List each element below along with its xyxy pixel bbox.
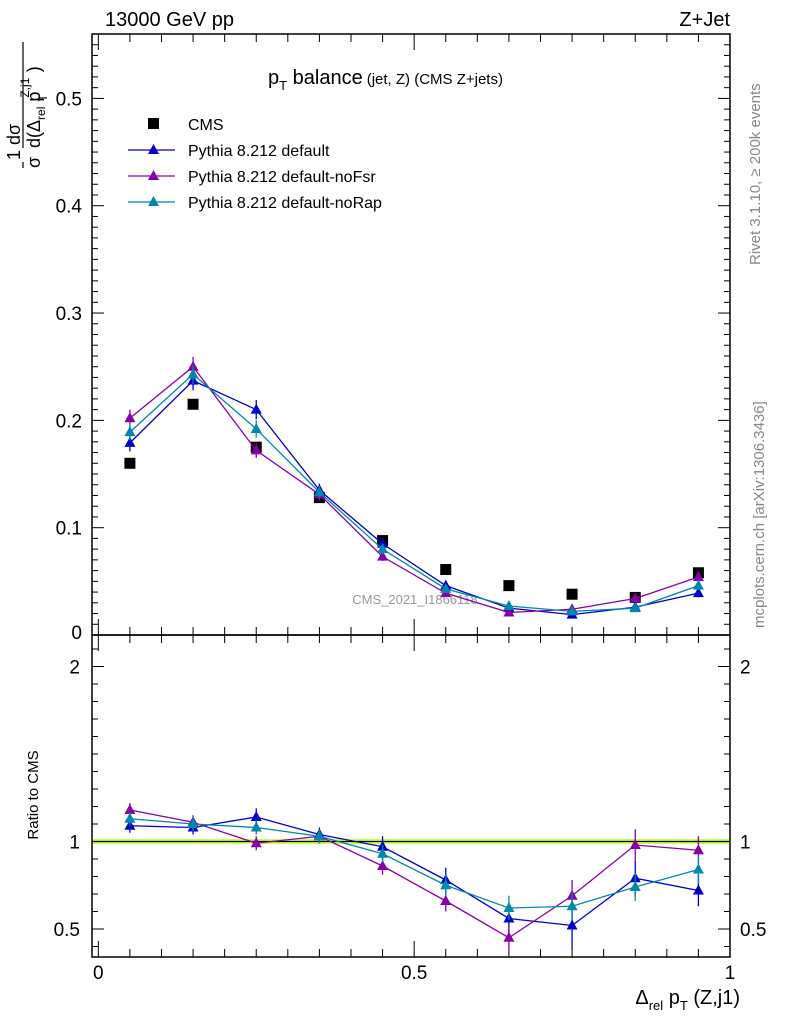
data-point-pythia-8-212-default-norap [124, 426, 136, 437]
ratio-point-pythia-8-212-default-norap [313, 830, 325, 841]
ratio-y-label: Ratio to CMS [25, 750, 42, 839]
data-point-pythia-8-212-default [250, 403, 262, 414]
x-tick-label: 0 [93, 963, 104, 984]
data-point-pythia-8-212-default [692, 587, 704, 598]
ratio-point-pythia-8-212-default-nofsr [124, 804, 136, 814]
mcplots-label: mcplots.cern.ch [arXiv:1306.3436] [751, 401, 768, 628]
ratio-plot: 0.5 0.5 1 1 2 2 0 0.5 1 [54, 635, 766, 984]
data-point-cms [187, 398, 199, 410]
header-right: Z+Jet [679, 9, 730, 31]
y-tick-label: 0.1 [56, 519, 82, 540]
ratio-panel-frame [91, 634, 731, 958]
ratio-y-tick-label: 0.5 [54, 920, 80, 941]
legend-label-cms: CMS [188, 117, 224, 134]
series-line-pythia-8-212-default [129, 379, 699, 616]
y-tick-label: 0.5 [56, 89, 82, 110]
ratio-point-pythia-8-212-default-norap [629, 881, 641, 891]
ratio-point-pythia-8-212-default-norap [377, 847, 389, 858]
ratio-point-pythia-8-212-default-norap [250, 821, 262, 832]
ratio-point-pythia-8-212-default [692, 884, 704, 895]
legend-marker-norap [148, 196, 159, 206]
ratio-point-pythia-8-212-default [566, 919, 578, 930]
ratio-point-pythia-8-212-default-nofsr [629, 839, 641, 849]
legend-marker-cms [148, 118, 159, 129]
ratio-y-tick-label: 1 [69, 833, 80, 854]
rivet-label: Rivet 3.1.10, ≥ 200k events [747, 83, 764, 265]
ratio-point-pythia-8-212-default [250, 811, 262, 821]
ratio-point-pythia-8-212-default-norap [503, 902, 515, 912]
data-point-pythia-8-212-default-norap [250, 422, 262, 433]
data-point-pythia-8-212-default-norap [187, 368, 199, 379]
data-point-pythia-8-212-default-norap [503, 600, 515, 611]
legend-marker-default [148, 144, 159, 154]
y-tick-label: 0.3 [56, 304, 82, 325]
data-point-pythia-8-212-default-norap [377, 543, 389, 554]
svg-text:d(Δrel pZ,j1T): d(Δrel pZ,j1T) [18, 66, 50, 148]
data-point-pythia-8-212-default-norap [313, 486, 325, 497]
ratio-point-pythia-8-212-default-norap [187, 818, 199, 828]
data-point-pythia-8-212-default-norap [629, 602, 641, 613]
data-point-pythia-8-212-default [377, 537, 389, 548]
ratio-y-tick-label-right: 2 [740, 658, 751, 679]
y-tick-label-zero: 0 [71, 623, 82, 644]
ratio-y-tick-label-right: 0.5 [740, 920, 766, 941]
main-plot: 0.1 0.2 0.3 0.4 0.5 0 [56, 34, 731, 644]
x-axis-label: Δrel pT (Z,j1) [635, 987, 740, 1013]
data-point-pythia-8-212-default-norap [566, 605, 578, 616]
plot-title: pT balance (jet, Z) (CMS Z+jets) [268, 67, 503, 93]
legend-label-default: Pythia 8.212 default [188, 143, 330, 160]
watermark: CMS_2021_I1866118 [352, 592, 478, 607]
data-point-cms [566, 588, 578, 600]
data-point-pythia-8-212-default-norap [692, 579, 704, 590]
ratio-line-pythia-8-212-default [129, 816, 699, 927]
header-left: 13000 GeV pp [105, 9, 234, 31]
ratio-point-pythia-8-212-default-norap [566, 900, 578, 911]
legend-entry-default: Pythia 8.212 default [128, 143, 330, 160]
ratio-point-pythia-8-212-default-nofsr [250, 837, 262, 848]
data-point-cms [124, 457, 136, 469]
ratio-y-tick-label: 2 [69, 658, 80, 679]
data-point-pythia-8-212-default-nofsr [629, 592, 641, 603]
ratio-point-pythia-8-212-default-norap [692, 863, 704, 874]
ratio-point-pythia-8-212-default-nofsr [692, 844, 704, 855]
data-point-pythia-8-212-default-norap [440, 582, 452, 593]
series-line-pythia-8-212-default-norap [129, 373, 699, 613]
ratio-point-pythia-8-212-default-norap [124, 812, 136, 823]
ratio-point-pythia-8-212-default-norap [440, 879, 452, 890]
svg-text:1 dσ: 1 dσ [4, 124, 24, 160]
legend-entry-cms: CMS [148, 117, 224, 134]
data-point-cms [503, 580, 515, 592]
legend-entry-norap: Pythia 8.212 default-noRap [128, 195, 382, 212]
data-point-pythia-8-212-default [124, 436, 136, 447]
legend-entry-nofsr: Pythia 8.212 default-noFsr [128, 169, 376, 186]
data-point-pythia-8-212-default-nofsr [377, 550, 389, 561]
y-tick-label: 0.4 [56, 197, 83, 218]
data-point-pythia-8-212-default-nofsr [692, 571, 704, 582]
ratio-line-pythia-8-212-default-norap [129, 818, 699, 909]
legend-marker-nofsr [148, 170, 159, 180]
x-tick-label: 0.5 [401, 963, 427, 984]
ratio-line-pythia-8-212-default-nofsr [129, 809, 699, 939]
data-point-pythia-8-212-default-nofsr [124, 412, 136, 423]
data-point-pythia-8-212-default-nofsr [503, 606, 515, 617]
x-tick-label: 1 [725, 963, 736, 984]
series-line-pythia-8-212-default-nofsr [129, 365, 699, 614]
ratio-point-pythia-8-212-default-nofsr [503, 931, 515, 942]
ratio-y-tick-label-right: 1 [740, 833, 751, 854]
legend: CMS Pythia 8.212 default Pythia 8.212 de… [128, 117, 382, 212]
legend-label-norap: Pythia 8.212 default-noRap [188, 195, 382, 212]
svg-text:σ: σ [24, 157, 44, 168]
legend-label-nofsr: Pythia 8.212 default-noFsr [188, 169, 376, 186]
data-point-cms [440, 564, 452, 576]
ratio-point-pythia-8-212-default-nofsr [377, 860, 389, 870]
ratio-point-pythia-8-212-default-nofsr [440, 895, 452, 905]
y-tick-label: 0.2 [56, 411, 82, 432]
data-point-pythia-8-212-default-nofsr [250, 444, 262, 455]
main-y-label: 1 dσ σ d(Δrel pZ,j1T) [4, 42, 50, 168]
